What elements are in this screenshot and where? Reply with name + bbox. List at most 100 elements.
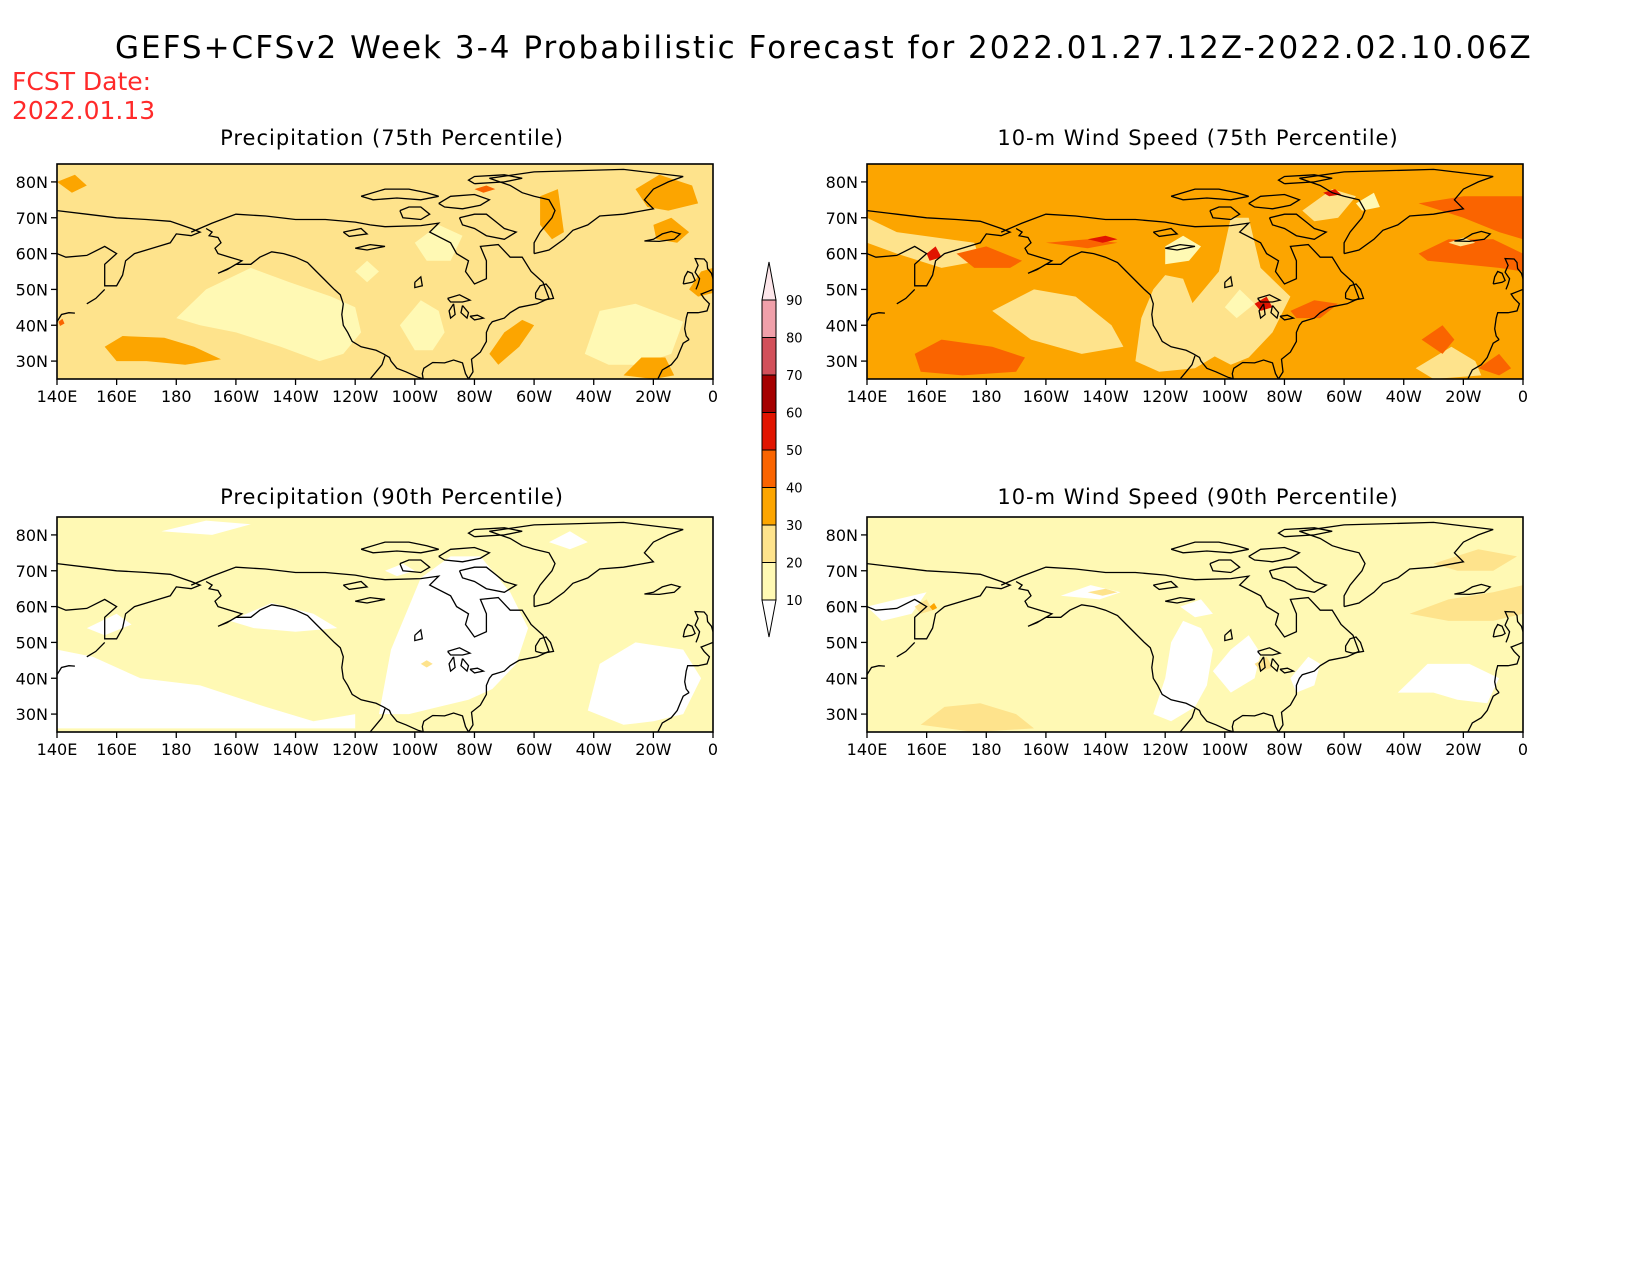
probability-region: [355, 260, 379, 283]
forecast-date-value: 2022.01.13: [12, 96, 156, 125]
lat-tick-label: 60N: [16, 245, 48, 264]
probability-region: [1397, 663, 1500, 704]
lake-outline: [1257, 294, 1282, 303]
lat-tick-label: 30N: [16, 705, 48, 724]
lake-outline: [414, 628, 424, 642]
lake-outline: [460, 305, 470, 320]
coastline-alaska-na: [190, 213, 550, 379]
probability-region: [229, 603, 338, 632]
coastline-europe: [1494, 641, 1523, 694]
coastlines: [867, 521, 1523, 732]
lake-outline: [448, 303, 456, 320]
lon-tick-label: 100W: [392, 387, 439, 406]
lon-tick-label: 140E: [37, 740, 78, 759]
colorbar-swatch: [762, 337, 776, 375]
colorbar-low-cap: [761, 599, 777, 638]
map-wind-75th: 80N 70N 60N 50N 40N 30N 140E 160E 180 160W 140W 120…: [826, 163, 1528, 406]
coastline-baja: [1179, 708, 1196, 732]
coastline-newfoundland: [1344, 636, 1365, 654]
coastline-japan-kurils: [867, 665, 885, 676]
coastline-westcoast: [1015, 227, 1234, 379]
probability-region: [914, 339, 1025, 376]
coastline-arctic-isles5: [1277, 174, 1333, 185]
coastline-uk: [1504, 610, 1523, 643]
coastline-europe: [1494, 288, 1523, 341]
probability-region: [57, 174, 87, 193]
coastline-gulf: [1231, 712, 1280, 732]
probability-region: [549, 531, 588, 550]
lon-tick-label: 80W: [1266, 740, 1302, 759]
coastline-arctic-isles4: [458, 566, 518, 593]
lon-tick-label: 0: [708, 387, 718, 406]
lat-tick-label: 50N: [16, 633, 48, 652]
colorbar-label: 50: [786, 444, 803, 459]
lon-tick-label: 160W: [213, 740, 260, 759]
probability-region: [1212, 635, 1261, 693]
coastline-siberia: [57, 562, 202, 640]
probability-region: [86, 613, 132, 636]
lake-outline: [1279, 314, 1296, 321]
probability-region: [176, 267, 362, 362]
lon-tick-label: 120W: [1142, 387, 1189, 406]
forecast-date-label: FCST Date:: [12, 67, 152, 96]
probability-region: [1180, 599, 1213, 618]
lat-tick-label: 60N: [826, 245, 858, 264]
shaded-field: [57, 164, 713, 379]
coastline-iceland: [644, 230, 682, 243]
coastline-greenland: [1299, 521, 1494, 608]
coastline-alaska-na: [1000, 213, 1360, 379]
coastlines: [57, 168, 713, 379]
lake-outline: [1257, 647, 1282, 656]
probability-region: [1254, 296, 1273, 311]
probability-region: [57, 649, 356, 729]
coastline-kurils: [896, 641, 916, 658]
probability-region: [1418, 239, 1523, 272]
lake-outline: [1152, 580, 1179, 591]
probability-region: [926, 246, 942, 261]
coastline-newfoundland: [1344, 283, 1365, 301]
probability-region: [1135, 275, 1219, 372]
coastline-ireland: [1492, 270, 1506, 285]
lon-tick-label: 60W: [1326, 740, 1362, 759]
coastline-arctic-isles5: [467, 174, 523, 185]
probability-region: [623, 357, 675, 379]
lat-tick-label: 50N: [826, 633, 858, 652]
lon-tick-label: 80W: [456, 740, 492, 759]
probability-region: [414, 224, 463, 261]
coastline-africa: [1467, 339, 1500, 379]
lon-tick-label: 140E: [37, 387, 78, 406]
colorbar-swatch: [762, 562, 776, 600]
probability-region: [1087, 588, 1118, 596]
lon-tick-label: 140W: [1082, 740, 1129, 759]
lon-tick-label: 180: [971, 740, 1002, 759]
probability-region: [58, 318, 65, 326]
probability-region: [474, 185, 496, 193]
colorbar-label: 10: [786, 594, 803, 609]
lake-outline: [355, 243, 386, 251]
coastline-arctic-isles5: [467, 527, 523, 538]
lake-outline: [1165, 243, 1196, 251]
lat-tick-label: 80N: [16, 526, 48, 545]
lat-tick-label: 60N: [16, 598, 48, 617]
panel-title-wind-90: 10-m Wind Speed (90th Percentile): [997, 485, 1399, 509]
lat-tick-label: 50N: [16, 280, 48, 299]
lon-tick-label: 120W: [332, 740, 379, 759]
colorbar-swatch: [762, 450, 776, 488]
probability-region: [104, 336, 221, 365]
coastline-iceland: [644, 583, 682, 596]
lake-outline: [448, 656, 456, 673]
coastline-westcoast: [1015, 580, 1234, 732]
coastline-kurils: [896, 288, 916, 305]
lon-tick-label: 80W: [456, 387, 492, 406]
coastline-africa: [657, 339, 690, 379]
shaded-field: [867, 517, 1523, 732]
coastline-siberia: [867, 209, 1012, 287]
lon-tick-label: 0: [1518, 740, 1528, 759]
coastline-ireland: [1492, 623, 1506, 638]
lake-outline: [1224, 275, 1234, 289]
lon-tick-label: 160E: [96, 740, 137, 759]
probability-region: [1409, 585, 1523, 621]
coastline-greenland: [489, 521, 684, 608]
probability-region: [540, 189, 564, 240]
colorbar-label: 40: [786, 482, 803, 497]
